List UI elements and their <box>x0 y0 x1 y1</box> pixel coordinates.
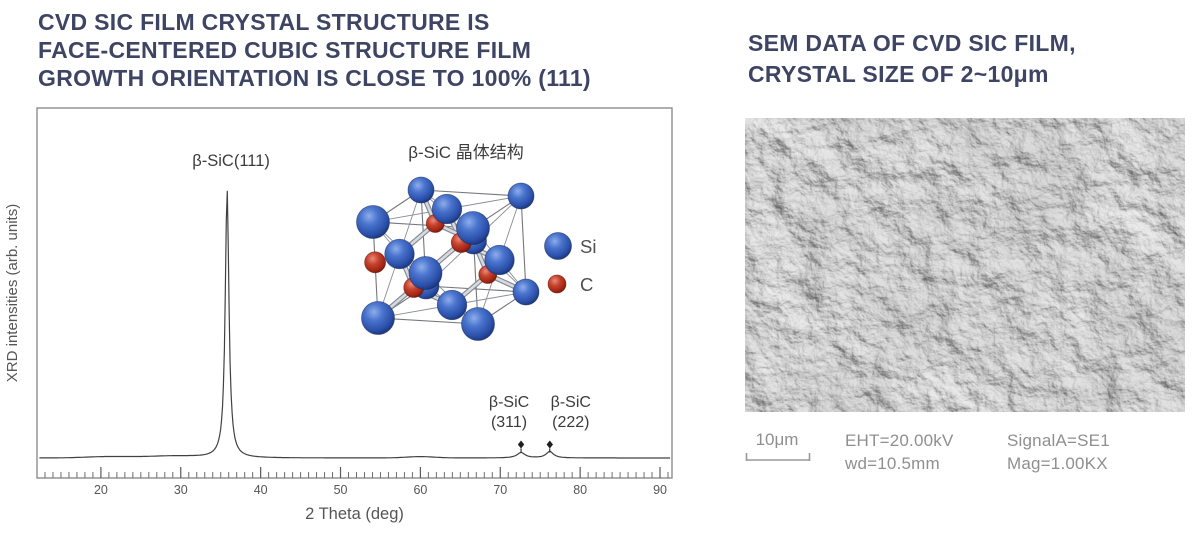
xrd-title-line-1: CVD SIC FILM CRYSTAL STRUCTURE IS <box>38 9 490 35</box>
si-atom <box>507 182 535 210</box>
si-atom <box>461 307 495 341</box>
xrd-section-title: CVD SIC FILM CRYSTAL STRUCTURE IS FACE-C… <box>38 8 698 92</box>
x-tick-label: 20 <box>94 483 108 497</box>
sem-metadata: EHT=20.00kV SignalA=SE1 wd=10.5mm Mag=1.… <box>845 431 1110 477</box>
peak-marker-diamond <box>546 440 553 449</box>
xrd-trace <box>39 190 671 459</box>
si-atom <box>484 244 515 276</box>
x-tick-label: 40 <box>254 483 268 497</box>
xrd-curve <box>39 190 671 459</box>
x-tick-label: 50 <box>334 483 348 497</box>
crystal-structure-inset: β-SiC 晶体结构 Si C <box>356 143 596 341</box>
si-atom <box>384 238 415 270</box>
xrd-chart: 20 30 40 50 60 70 80 90 2 Theta (deg) XRD intensi… <box>4 107 673 523</box>
si-atom <box>431 193 463 225</box>
sem-title-line-1: SEM DATA OF CVD SIC FILM, <box>748 30 1076 56</box>
sem-micrograph <box>745 118 1185 412</box>
legend-c-sphere <box>547 274 567 294</box>
sem-meta-mag: Mag=1.00KX <box>1007 454 1108 473</box>
xrd-axes: 20 30 40 50 60 70 80 90 2 Theta (deg) XRD intensi… <box>4 107 673 523</box>
si-atom <box>408 256 443 290</box>
legend-si-label: Si <box>580 236 596 257</box>
peak-label-hkl: (222) <box>552 414 589 431</box>
si-atom <box>407 176 435 204</box>
sem-meta-wd: wd=10.5mm <box>845 454 940 473</box>
legend-si-sphere <box>544 232 572 260</box>
sem-meta-eht: EHT=20.00kV <box>845 431 954 450</box>
x-tick-label: 60 <box>413 483 427 497</box>
peak-label-hkl: (311) <box>491 414 527 431</box>
sem-scalebar <box>745 453 811 461</box>
x-tick-label: 70 <box>493 483 507 497</box>
y-axis-label: XRD intensities (arb. units) <box>4 204 21 382</box>
x-tick-label: 80 <box>573 483 587 497</box>
xrd-title-line-2: FACE-CENTERED CUBIC STRUCTURE FILM <box>38 37 532 63</box>
peak-marker-diamond <box>517 440 525 449</box>
x-tick-label: 90 <box>653 483 667 497</box>
si-atom <box>456 211 490 245</box>
sem-meta-signal: SignalA=SE1 <box>1007 431 1110 450</box>
c-atom <box>364 251 387 274</box>
inset-title: β-SiC 晶体结构 <box>408 143 524 162</box>
x-axis-label: 2 Theta (deg) <box>305 505 404 523</box>
sem-texture <box>745 118 1185 412</box>
peak-label-phase: β-SiC <box>551 394 591 411</box>
si-atom <box>356 205 390 239</box>
xrd-peak-annotations: β-SiC(111) β-SiC (311) β-SiC (222) <box>192 152 591 453</box>
peak-label-phase: β-SiC <box>489 394 529 411</box>
plot-frame <box>36 107 673 479</box>
peak-label-111: β-SiC(111) <box>192 152 270 170</box>
sem-scalebar-label: 10μm <box>755 430 799 449</box>
si-atom <box>361 301 395 335</box>
si-atom <box>436 289 468 321</box>
legend-c-label: C <box>580 274 593 295</box>
xrd-title-line-3: GROWTH ORIENTATION IS CLOSE TO 100% (111… <box>38 65 591 91</box>
si-atom <box>512 278 540 306</box>
x-tick-label: 30 <box>174 483 188 497</box>
sem-title-line-2: CRYSTAL SIZE OF 2~10μm <box>748 61 1049 87</box>
sem-section-title: SEM DATA OF CVD SIC FILM, CRYSTAL SIZE O… <box>748 28 1188 90</box>
